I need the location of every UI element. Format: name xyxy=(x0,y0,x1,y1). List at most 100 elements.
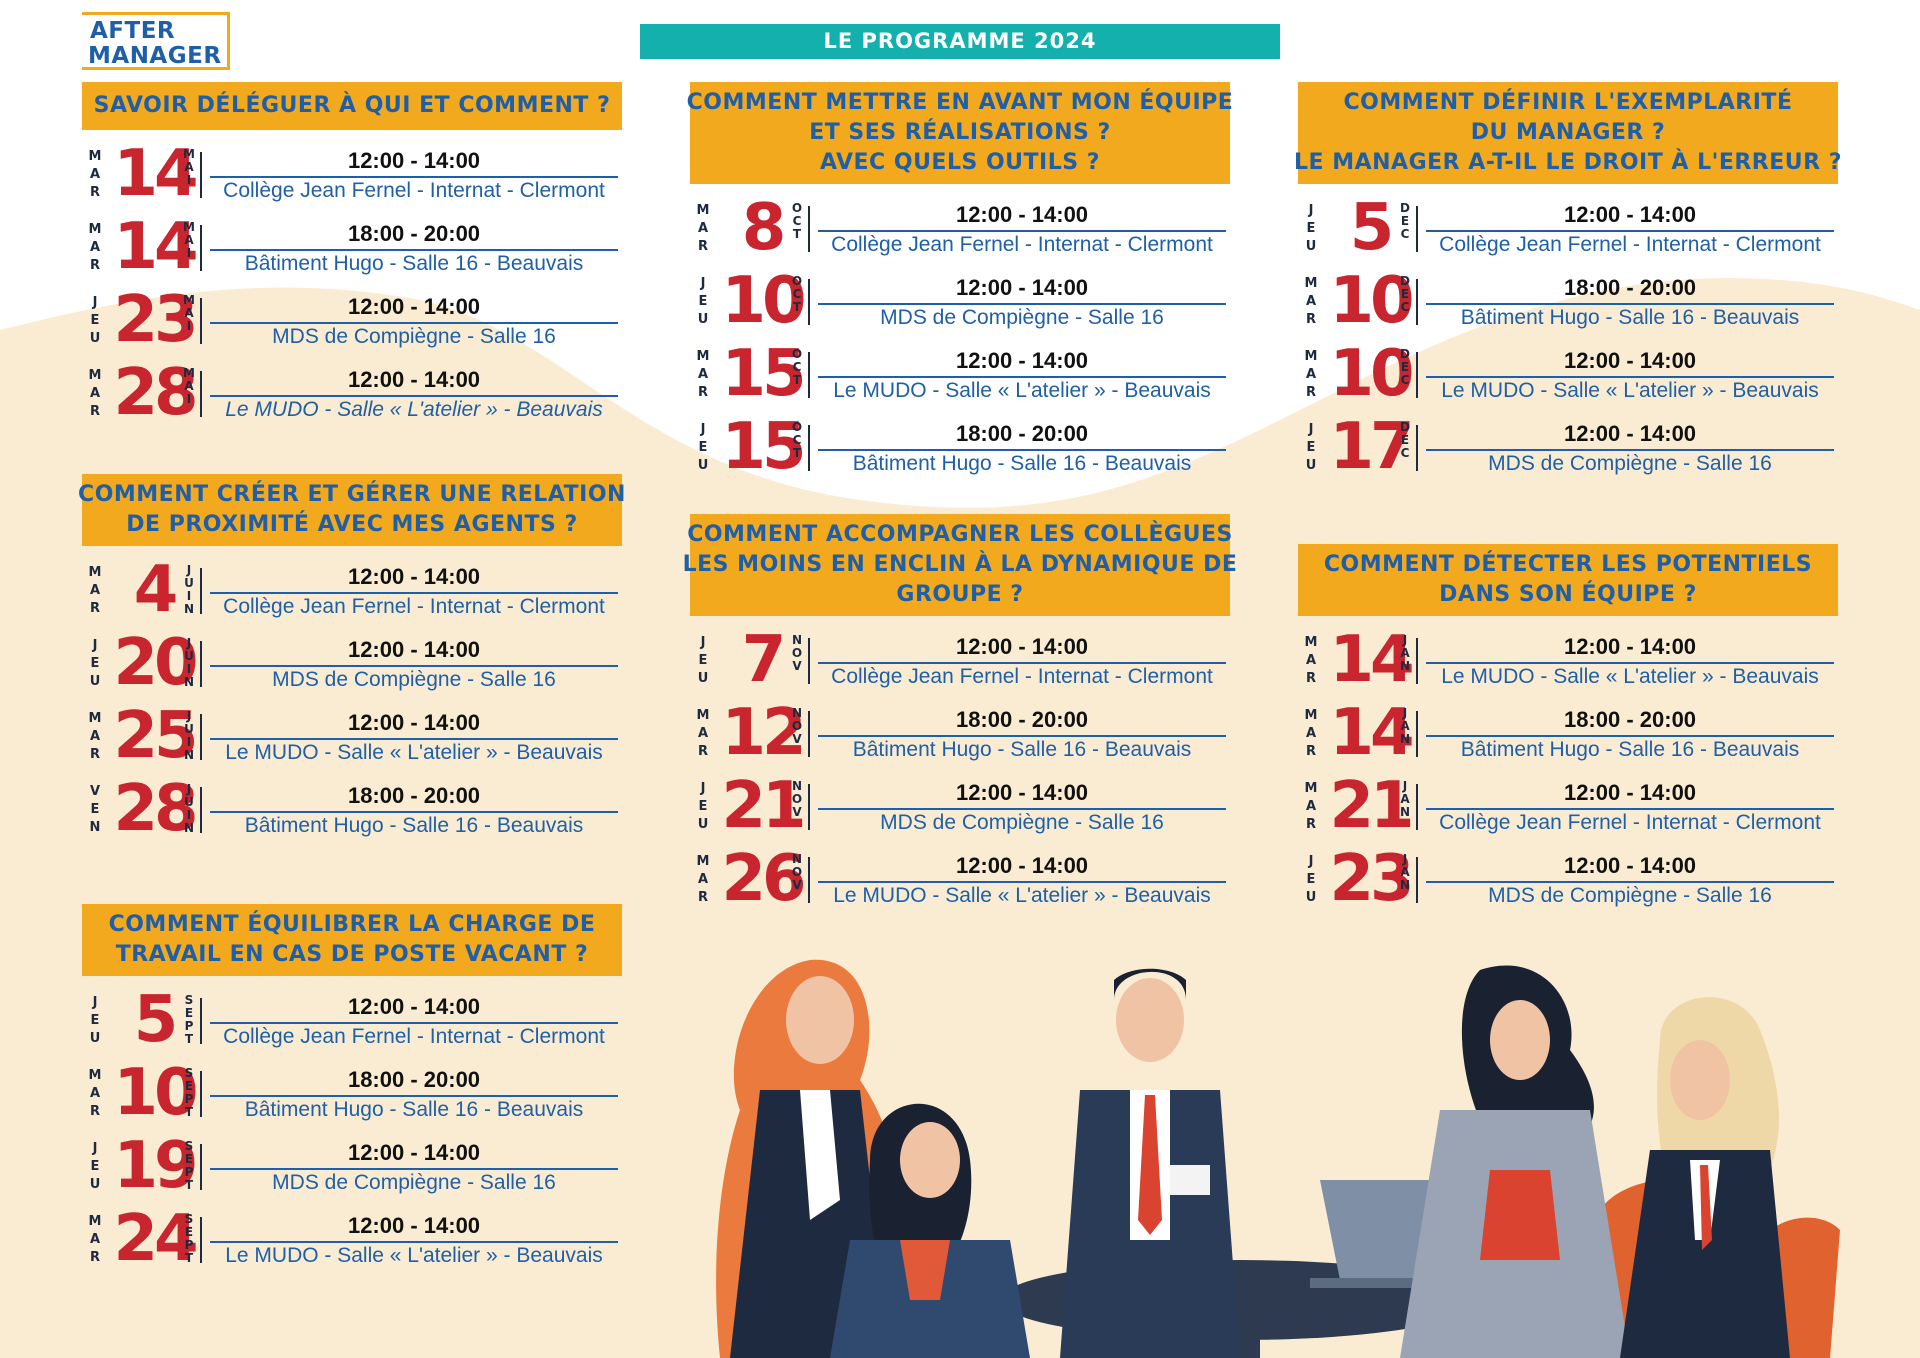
logo-line-manager: MANAGER xyxy=(88,43,222,69)
session-time: 18:00 - 20:00 xyxy=(347,783,481,808)
session-row: J E U 5 D E C 12:00 - 14:00 Collège Jean Fernel … xyxy=(1298,192,1838,269)
session-time: 12:00 - 14:00 xyxy=(347,1213,481,1238)
session-divider xyxy=(818,303,1226,305)
session-row: J E U 5 S E P T 12:00 - 14:00 Collège Jean Fernel… xyxy=(82,984,622,1061)
session-time: 12:00 - 14:00 xyxy=(347,1140,481,1165)
date-separator xyxy=(200,371,202,417)
block-deleguer: SAVOIR DÉLÉGUER À QUI ET COMMENT ? M A R 14 M… xyxy=(82,82,622,434)
session-place: MDS de Compiègne - Salle 16 xyxy=(272,325,556,348)
block-relation-proximite: COMMENT CRÉER ET GÉRER UNE RELATION DE PR… xyxy=(78,474,625,850)
session-row: M A R 4 J U I N 12:00 - 14:00 Collège Jean Fernel… xyxy=(82,554,622,631)
date-separator xyxy=(1416,279,1418,325)
session-row: M A R 15 O C T 12:00 - 14:00 Le MUDO - Salle « L… xyxy=(690,338,1230,415)
session-row: M A R 10 D E C 18:00 - 20:00 Bâtiment Hugo - Sal… xyxy=(1298,265,1838,342)
session-place: Bâtiment Hugo - Salle 16 - Beauvais xyxy=(852,452,1192,475)
day-number: 5 xyxy=(133,983,179,1057)
session-row: M A R 21 J A N 12:00 - 14:00 Collège Jean Fernel… xyxy=(1298,770,1838,847)
session-row: J E U 21 N O V 12:00 - 14:00 MDS de Compiègne - … xyxy=(690,770,1230,847)
team-meeting-illustration xyxy=(716,959,1840,1358)
day-number: 19 xyxy=(113,1129,198,1203)
day-number: 10 xyxy=(1329,337,1414,411)
date-separator xyxy=(200,152,202,198)
block-title-line: LE MANAGER A-T-IL LE DROIT À L'ERREUR ? xyxy=(1294,150,1843,175)
date-separator xyxy=(200,225,202,271)
session-divider xyxy=(210,249,618,251)
date-separator xyxy=(200,1144,202,1190)
session-divider xyxy=(1426,230,1834,232)
block-title-line: COMMENT ÉQUILIBRER LA CHARGE DE xyxy=(108,912,596,937)
day-number: 26 xyxy=(721,842,806,916)
day-number: 23 xyxy=(1329,842,1414,916)
logo-line-after: AFTER xyxy=(90,18,176,44)
session-place: Collège Jean Fernel - Internat - Clermon… xyxy=(831,665,1213,688)
session-row: M A R 14 J A N 12:00 - 14:00 Le MUDO - Salle « L… xyxy=(1298,624,1838,701)
date-separator xyxy=(808,711,810,757)
block-title: COMMENT CRÉER ET GÉRER UNE RELATION DE PR… xyxy=(78,474,625,546)
after-manager-logo: AFTER MANAGER xyxy=(82,12,230,70)
session-row: M A R 8 O C T 12:00 - 14:00 Collège Jean Fernel … xyxy=(690,192,1230,269)
date-separator xyxy=(1416,206,1418,252)
block-title-line: ET SES RÉALISATIONS ? xyxy=(809,120,1111,145)
day-number: 7 xyxy=(741,623,787,697)
block-detecter-potentiels: COMMENT DÉTECTER LES POTENTIELS DANS SON … xyxy=(1298,544,1838,920)
session-row: M A R 25 J U I N 12:00 - 14:00 Le MUDO - Salle « … xyxy=(82,700,622,777)
block-title: COMMENT DÉTECTER LES POTENTIELS DANS SON … xyxy=(1298,544,1838,616)
date-separator xyxy=(200,998,202,1044)
date-separator xyxy=(200,1071,202,1117)
session-time: 18:00 - 20:00 xyxy=(1563,707,1697,732)
date-separator xyxy=(1416,711,1418,757)
day-number: 23 xyxy=(113,283,198,357)
session-divider xyxy=(210,811,618,813)
session-row: M A R 14 M A I 12:00 - 14:00 Collège Jean Fernel… xyxy=(82,138,622,215)
day-number: 17 xyxy=(1329,410,1414,484)
date-separator xyxy=(1416,425,1418,471)
session-time: 12:00 - 14:00 xyxy=(1563,421,1697,446)
session-row: M A R 24 S E P T 12:00 - 14:00 Le MUDO - Salle « … xyxy=(82,1203,622,1280)
block-title-line: LES MOINS EN ENCLIN À LA DYNAMIQUE DE xyxy=(682,552,1238,577)
session-divider xyxy=(818,230,1226,232)
block-accompagner-collegues: COMMENT ACCOMPAGNER LES COLLÈGUES LES MOI… xyxy=(683,514,1237,920)
session-place: Collège Jean Fernel - Internat - Clermon… xyxy=(1439,233,1821,256)
date-separator xyxy=(200,568,202,614)
session-divider xyxy=(1426,881,1834,883)
session-place: Collège Jean Fernel - Internat - Clermon… xyxy=(223,179,605,202)
day-number: 21 xyxy=(721,769,806,843)
session-time: 18:00 - 20:00 xyxy=(955,421,1089,446)
session-divider xyxy=(210,665,618,667)
session-divider xyxy=(818,808,1226,810)
date-separator xyxy=(808,638,810,684)
day-number: 28 xyxy=(113,356,198,430)
session-row: M A R 14 M A I 18:00 - 20:00 Bâtiment Hugo - Sal… xyxy=(82,211,622,288)
session-time: 12:00 - 14:00 xyxy=(347,564,481,589)
session-divider xyxy=(818,376,1226,378)
date-separator xyxy=(1416,784,1418,830)
logo-underline xyxy=(82,67,227,70)
session-row: M A R 28 M A I 12:00 - 14:00 Le MUDO - Salle « L… xyxy=(82,357,622,434)
session-time: 12:00 - 14:00 xyxy=(347,710,481,735)
session-place: MDS de Compiègne - Salle 16 xyxy=(880,811,1164,834)
